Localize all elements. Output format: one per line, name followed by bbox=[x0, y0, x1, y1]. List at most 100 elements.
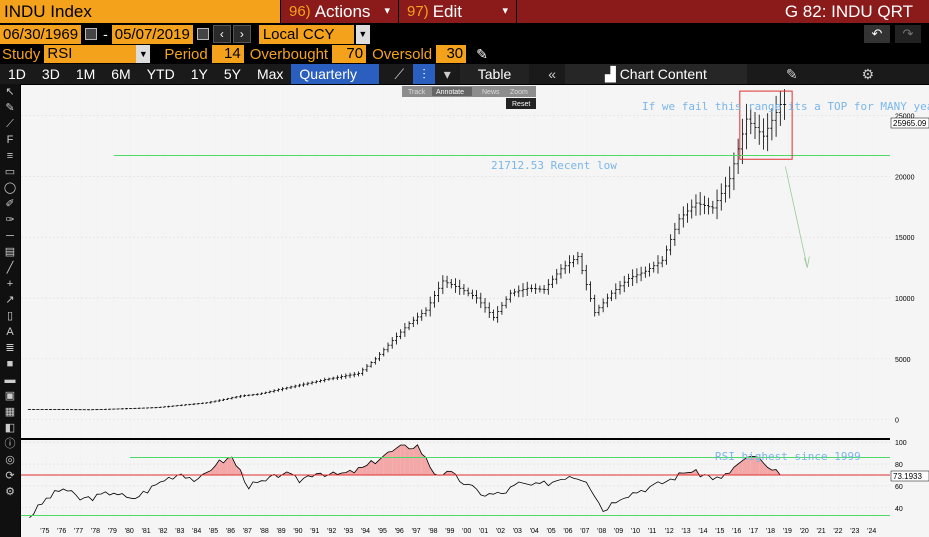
annotate-mode[interactable]: Annotate bbox=[436, 89, 464, 96]
rsi-y-tick-label: 60 bbox=[895, 484, 903, 491]
rsi-fill-segment bbox=[362, 465, 367, 476]
screen-title: G 82: INDU QRT bbox=[516, 0, 929, 23]
brush-icon[interactable]: ✐ bbox=[5, 198, 15, 210]
study-bar: Study RSI ▼ Period 14 Overbought 70 Over… bbox=[0, 44, 929, 64]
slash-icon[interactable]: ╱ bbox=[6, 262, 14, 274]
trendline-icon[interactable]: ⟋ bbox=[6, 118, 14, 130]
currency-select[interactable]: Local CCY bbox=[258, 24, 354, 44]
chart-content-button[interactable]: ▟ Chart Content bbox=[565, 64, 747, 84]
study-select[interactable]: RSI bbox=[44, 45, 137, 63]
horizontal-line-icon[interactable]: ─ bbox=[6, 230, 14, 242]
x-tick-label: '11 bbox=[648, 528, 657, 535]
arrow-icon[interactable]: ↗ bbox=[5, 294, 15, 306]
x-tick-label: '08 bbox=[597, 528, 606, 535]
calendar-icon[interactable] bbox=[85, 28, 98, 40]
actions-menu[interactable]: 96) Actions ▾ bbox=[280, 0, 398, 23]
rsi-fill-segment bbox=[231, 457, 237, 476]
width-icon[interactable]: ▬ bbox=[4, 374, 16, 386]
gear-icon[interactable]: ⚙ bbox=[861, 66, 875, 82]
ruler-icon[interactable]: ▤ bbox=[4, 246, 16, 258]
timeframe-1m[interactable]: 1M bbox=[75, 66, 96, 82]
x-tick-label: '14 bbox=[698, 528, 707, 535]
chevron-down-icon[interactable]: ▼ bbox=[355, 24, 370, 44]
cursor-icon[interactable]: ↖ bbox=[5, 86, 15, 98]
start-date-field[interactable]: 06/30/1969 bbox=[0, 24, 82, 44]
lock-icon[interactable]: ▣ bbox=[4, 390, 16, 402]
rsi-y-tick-label: 80 bbox=[895, 462, 903, 469]
edit-chart-icon[interactable]: ✎ bbox=[785, 66, 798, 82]
x-tick-label: '79 bbox=[108, 528, 117, 535]
rsi-fill-segment bbox=[421, 454, 426, 476]
calendar-icon[interactable] bbox=[196, 28, 209, 40]
channel-icon[interactable]: ≡ bbox=[6, 150, 14, 162]
chevron-left-icon[interactable]: ‹ bbox=[212, 25, 231, 43]
chevron-right-icon[interactable]: › bbox=[232, 25, 251, 43]
gridlines bbox=[21, 85, 890, 521]
rsi-fill-segment bbox=[771, 469, 777, 476]
rsi-fill-segment bbox=[388, 451, 393, 476]
rectangle-icon[interactable]: ▭ bbox=[4, 166, 16, 178]
timeframe-1d[interactable]: 1D bbox=[8, 66, 26, 82]
frequency-select[interactable]: Quarterly ▼ bbox=[291, 64, 380, 102]
x-tick-label: '97 bbox=[412, 528, 421, 535]
plus-icon[interactable]: + bbox=[6, 278, 14, 290]
rsi-fill-segment bbox=[691, 469, 696, 476]
line-chart-icon[interactable]: ⟋ bbox=[394, 66, 405, 82]
timeframe-ytd[interactable]: YTD bbox=[146, 66, 175, 82]
timeframe-max[interactable]: Max bbox=[256, 66, 284, 82]
ellipse-icon[interactable]: ◯ bbox=[3, 182, 17, 194]
table-button[interactable]: Table bbox=[459, 64, 530, 84]
overbought-field[interactable]: 70 bbox=[332, 45, 367, 63]
x-tick-label: '12 bbox=[665, 528, 674, 535]
marker-icon[interactable]: ✑ bbox=[5, 214, 15, 226]
period-field[interactable]: 14 bbox=[211, 45, 244, 63]
period-label: Period bbox=[164, 45, 208, 63]
end-date-field[interactable]: 05/07/2019 bbox=[111, 24, 193, 44]
text-icon[interactable]: A bbox=[6, 326, 14, 338]
collapse-icon[interactable]: « bbox=[548, 66, 557, 82]
shapes-icon[interactable]: ◧ bbox=[4, 422, 16, 434]
last-rsi-label: 73.1933 bbox=[893, 472, 922, 481]
refresh-icon[interactable]: ⟳ bbox=[5, 470, 15, 482]
edit-menu[interactable]: 97) Edit ▾ bbox=[398, 0, 516, 23]
pencil-icon[interactable]: ✎ bbox=[476, 45, 488, 62]
pen-icon[interactable]: ✎ bbox=[5, 102, 15, 114]
oversold-field[interactable]: 30 bbox=[436, 45, 467, 63]
x-tick-label: '88 bbox=[260, 528, 269, 535]
timeframe-5y[interactable]: 5Y bbox=[223, 66, 241, 82]
rsi-fill-segment bbox=[447, 471, 452, 476]
price-chart[interactable]: 0 5000 10000 15000 20000 25000 40 60 80 100 '75 '76… bbox=[20, 84, 929, 537]
news-mode[interactable]: News bbox=[482, 89, 500, 96]
undo-icon[interactable]: ↶ bbox=[864, 25, 890, 43]
ticker-field[interactable]: INDU Index bbox=[0, 0, 280, 23]
rsi-series bbox=[21, 444, 890, 519]
timeframe-3d[interactable]: 3D bbox=[41, 66, 60, 82]
bar-chart-icon[interactable]: ⫶ bbox=[413, 64, 435, 84]
layers-icon[interactable]: ▦ bbox=[4, 406, 16, 418]
axes: 0 5000 10000 15000 20000 25000 40 60 80 100 '75 '76… bbox=[40, 113, 914, 535]
rsi-fill-segment bbox=[750, 456, 756, 476]
price-y-tick-label: 25000 bbox=[895, 113, 915, 120]
line-style-icon[interactable]: ≣ bbox=[5, 342, 15, 354]
reset-button-bg bbox=[506, 98, 536, 109]
zoom-mode[interactable]: Zoom bbox=[510, 89, 528, 96]
bloomberg-icon[interactable]: ◎ bbox=[5, 454, 15, 466]
fibonacci-icon[interactable]: F bbox=[6, 134, 14, 146]
chart-mode-toolbar[interactable]: Track Annotate News Zoom Reset bbox=[402, 86, 536, 109]
x-tick-label: '80 bbox=[125, 528, 134, 535]
price-y-tick-label: 10000 bbox=[895, 296, 915, 303]
trash-icon[interactable]: ▯ bbox=[6, 310, 14, 322]
info-icon[interactable]: ⓘ bbox=[4, 438, 16, 450]
timeframe-6m[interactable]: 6M bbox=[111, 66, 131, 82]
color-icon[interactable]: ■ bbox=[6, 358, 14, 370]
track-mode[interactable]: Track bbox=[408, 89, 426, 96]
reset-button[interactable]: Reset bbox=[512, 101, 530, 108]
redo-icon[interactable]: ↷ bbox=[895, 25, 921, 43]
settings-icon[interactable]: ⚙ bbox=[5, 486, 15, 498]
chevron-down-icon[interactable]: ▼ bbox=[136, 45, 151, 63]
x-tick-label: '21 bbox=[817, 528, 826, 535]
rsi-fill-segment bbox=[350, 470, 355, 476]
timeframe-1y[interactable]: 1Y bbox=[190, 66, 208, 82]
x-tick-label: '98 bbox=[428, 528, 437, 535]
chevron-down-icon[interactable]: ▾ bbox=[443, 66, 451, 82]
